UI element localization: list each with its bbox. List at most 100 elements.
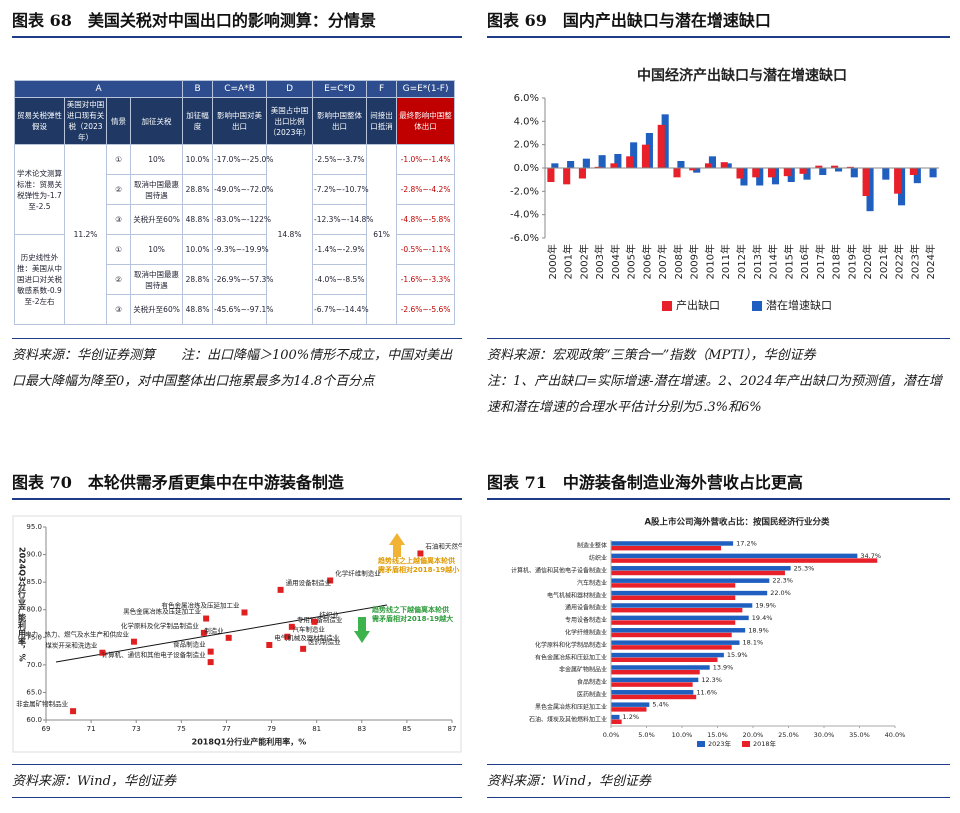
y-tick-label: 化学纤维制造业 (565, 629, 607, 637)
bar (610, 163, 618, 168)
tariff-table: A B C=A*B D E=C*D F G=E*(1-F) 贸易关税弹性假设 美国对中国进口现有… (13, 80, 456, 325)
table-cell: 加征幅度 (182, 97, 214, 145)
annotation: 趋势线之下越偏离本轮供需矛盾相对2018-19越大 (372, 606, 454, 623)
table-cell: ③ (106, 204, 131, 235)
bar (787, 168, 795, 182)
point-label: 电气机械及器材制造业 (274, 633, 340, 642)
bar (611, 632, 732, 638)
value-label: 13.9% (713, 663, 734, 671)
point (284, 633, 291, 640)
source-note: 资料来源：华创证券测算 注：出口降幅＞100%情形不成立，中国对美出口最大降幅为… (12, 338, 462, 435)
x-tick-label: 2007年 (656, 244, 669, 279)
bar (771, 168, 780, 185)
value-label: 18.9% (748, 626, 769, 634)
bar (862, 168, 870, 196)
table-cell: 48.8% (182, 294, 214, 325)
point-label: 电力、热力、燃气及水生产和供应业 (25, 630, 130, 639)
table-cell: 10% (129, 234, 184, 265)
y-tick-label: 0.0% (514, 163, 539, 174)
table-cell: ① (106, 234, 131, 265)
x-axis-title: 2018Q1分行业产能利用率，% (192, 737, 307, 747)
bar (611, 677, 699, 683)
legend-swatch (742, 741, 750, 747)
bar (611, 714, 620, 720)
table-cell: -26.9%~-57.3% (212, 264, 273, 295)
y-tick-label: 4.0% (514, 116, 539, 127)
legend-label: 产出缺口 (676, 298, 720, 312)
value-label: 1.2% (623, 713, 640, 721)
point (300, 645, 307, 652)
table-cell: C=A*B (212, 80, 268, 98)
y-tick-label: 食品制造业 (577, 678, 607, 686)
x-tick-label: 2005年 (625, 244, 638, 279)
table-cell: -7.2%~-10.7% (312, 174, 369, 205)
bar (704, 163, 713, 168)
x-tick-label: 71 (87, 725, 96, 733)
table-cell: -83.0%~-122% (212, 204, 271, 235)
table-cell: -2.5%~-3.7% (312, 144, 368, 175)
point-label: 纺织业 (319, 610, 339, 619)
y-tick-label: 非金属矿物制品业 (559, 666, 607, 674)
bar (720, 162, 728, 168)
x-tick-label: 2024年 (924, 244, 937, 279)
table-cell: -4.8%~-5.8% (396, 204, 456, 235)
point-label: 专用设备制造业 (297, 615, 343, 624)
bar (594, 166, 602, 168)
x-tick-label: 2014年 (767, 244, 780, 279)
bar (611, 578, 770, 583)
point (225, 634, 232, 641)
value-label: 5.4% (652, 701, 669, 709)
bar (929, 168, 937, 178)
bar (611, 615, 749, 621)
x-tick-label: 2000年 (546, 244, 559, 279)
bar (611, 645, 732, 650)
bar (611, 690, 694, 695)
chart-title: A股上市公司海外营收占比：按国民经济行业分类 (644, 517, 830, 528)
point-label: 黑色金属冶炼及压延加工业 (123, 607, 202, 616)
y-tick-label: 制造业整体 (577, 542, 607, 550)
point (288, 623, 295, 630)
table-cell: -9.3%~-19.9% (212, 234, 269, 265)
table-cell: -49.0%~-72.0% (212, 174, 273, 205)
chart-69: 中国经济产出缺口与潜在增速缺口 -6.0% -4.0% -2.0% 0.0% 2.0% 4.… (510, 67, 939, 312)
y-tick-label: 石油、煤炭及其他燃料加工业 (529, 715, 607, 723)
table-cell: 影响中国对美出口 (212, 97, 268, 145)
x-tick-label: 2006年 (640, 244, 653, 279)
table-cell: 情景 (106, 97, 131, 145)
x-tick-label: 25.0% (778, 731, 799, 739)
table-cell: -1.0%~-1.4% (396, 144, 456, 175)
table-cell: G=E*(1-F) (396, 80, 456, 98)
bar (799, 168, 807, 174)
point-label: 通用设备制造业 (286, 578, 332, 587)
table-cell: 28.8% (182, 174, 214, 205)
bar (783, 168, 791, 177)
y-tick-label: 电气机械和器材制造业 (547, 591, 607, 599)
y-tick-label: 黑色金属冶炼和压延加工业 (535, 703, 607, 711)
y-tick-label: 汽车制造业 (577, 579, 607, 587)
bar (756, 168, 764, 186)
point-label: 计算机、通信和其他电子设备制造业 (102, 650, 207, 659)
table-cell: 学术论文测算标准：贸易关税弹性为-1.7至-2.5 (14, 144, 65, 235)
y-tick-label: 通用设备制造业 (565, 604, 607, 612)
table-row: ② 取消中国最惠国待遇 28.8% -26.9%~-57.3% -4.0%~-8.5% -… (15, 264, 456, 295)
y-tick-label: 化学原料和化学制品制造业 (535, 641, 607, 649)
bar (611, 583, 736, 588)
y-tick-label: 80.0 (26, 606, 42, 614)
source-note: 资料来源：Wind，华创证券 (487, 764, 950, 798)
table-cell: 取消中国最惠国待遇 (129, 264, 184, 295)
table-row: 贸易关税弹性假设 美国对中国进口现有关税（2023年） 情景 加征关税 加征幅度 影响中国… (14, 97, 456, 145)
bar (611, 694, 697, 700)
point-label: 石油和天然气开采业 (425, 541, 462, 550)
bar (611, 595, 736, 601)
value-label: 25.3% (794, 564, 815, 572)
table-cell: -1.6%~-3.3% (396, 264, 456, 295)
value-label: 15.9% (727, 651, 748, 659)
x-tick-label: 83 (357, 725, 366, 733)
table-cell: 最终影响中国整体出口 (396, 97, 456, 145)
table-cell: 10% (129, 144, 184, 175)
table-cell: 取消中国最惠国待遇 (129, 174, 184, 205)
table-cell: 61% (366, 144, 398, 325)
table-cell: -45.6%~-97.1% (212, 294, 273, 325)
y-tick-label: 有色金属冶炼和压延加工业 (535, 653, 607, 661)
table-cell: A (13, 80, 184, 98)
